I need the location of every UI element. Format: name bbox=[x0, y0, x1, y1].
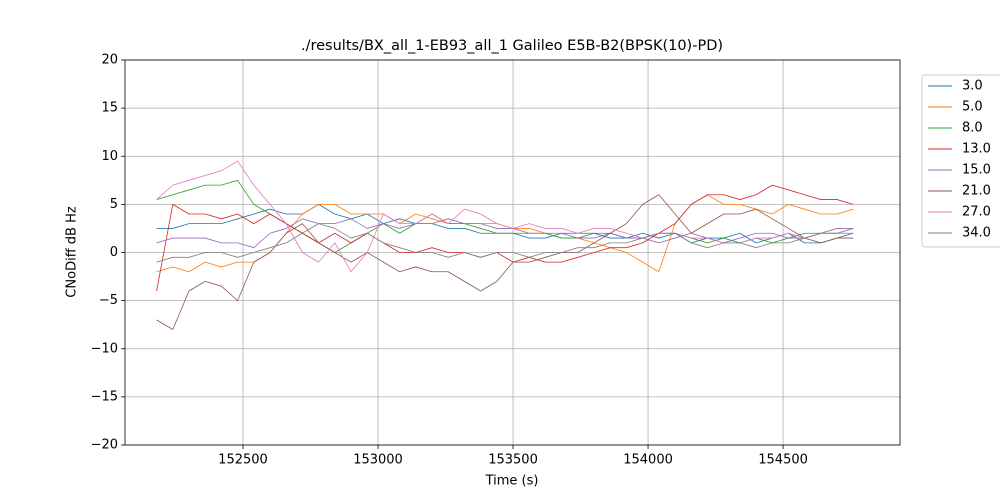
series-line bbox=[156, 223, 854, 263]
legend-label: 21.0 bbox=[962, 184, 991, 199]
y-tick-label: 5 bbox=[110, 197, 118, 212]
y-tick-label: 15 bbox=[101, 101, 118, 116]
series-line bbox=[156, 194, 854, 330]
x-tick-label: 153500 bbox=[488, 453, 538, 468]
y-tick-label: −5 bbox=[99, 293, 118, 308]
series-line bbox=[156, 184, 854, 292]
series-line bbox=[156, 218, 854, 249]
legend-box bbox=[921, 74, 1000, 248]
x-tick-label: 153000 bbox=[353, 453, 403, 468]
plot-frame bbox=[124, 59, 901, 446]
x-axis-label: Time (s) bbox=[485, 474, 539, 489]
y-tick-label: −15 bbox=[91, 389, 118, 404]
legend-label: 3.0 bbox=[962, 79, 983, 94]
legend-label: 15.0 bbox=[962, 163, 991, 178]
legend-label: 34.0 bbox=[962, 226, 991, 241]
legend-label: 27.0 bbox=[962, 205, 991, 220]
chart-title: ./results/BX_all_1-EB93_all_1 Galileo E5… bbox=[301, 38, 723, 54]
x-tick-label: 154500 bbox=[758, 453, 808, 468]
x-tick-label: 152500 bbox=[218, 453, 268, 468]
x-tick-label: 154000 bbox=[623, 453, 673, 468]
legend-label: 13.0 bbox=[962, 142, 991, 157]
y-tick-label: −10 bbox=[91, 341, 118, 356]
legend-label: 8.0 bbox=[962, 121, 983, 136]
y-tick-label: −20 bbox=[91, 438, 118, 453]
y-axis-label: CNoDiff dB Hz bbox=[65, 206, 80, 298]
y-tick-label: 0 bbox=[110, 245, 118, 260]
y-tick-label: 10 bbox=[101, 149, 118, 164]
y-tick-label: 20 bbox=[101, 53, 118, 68]
legend-label: 5.0 bbox=[962, 100, 983, 115]
